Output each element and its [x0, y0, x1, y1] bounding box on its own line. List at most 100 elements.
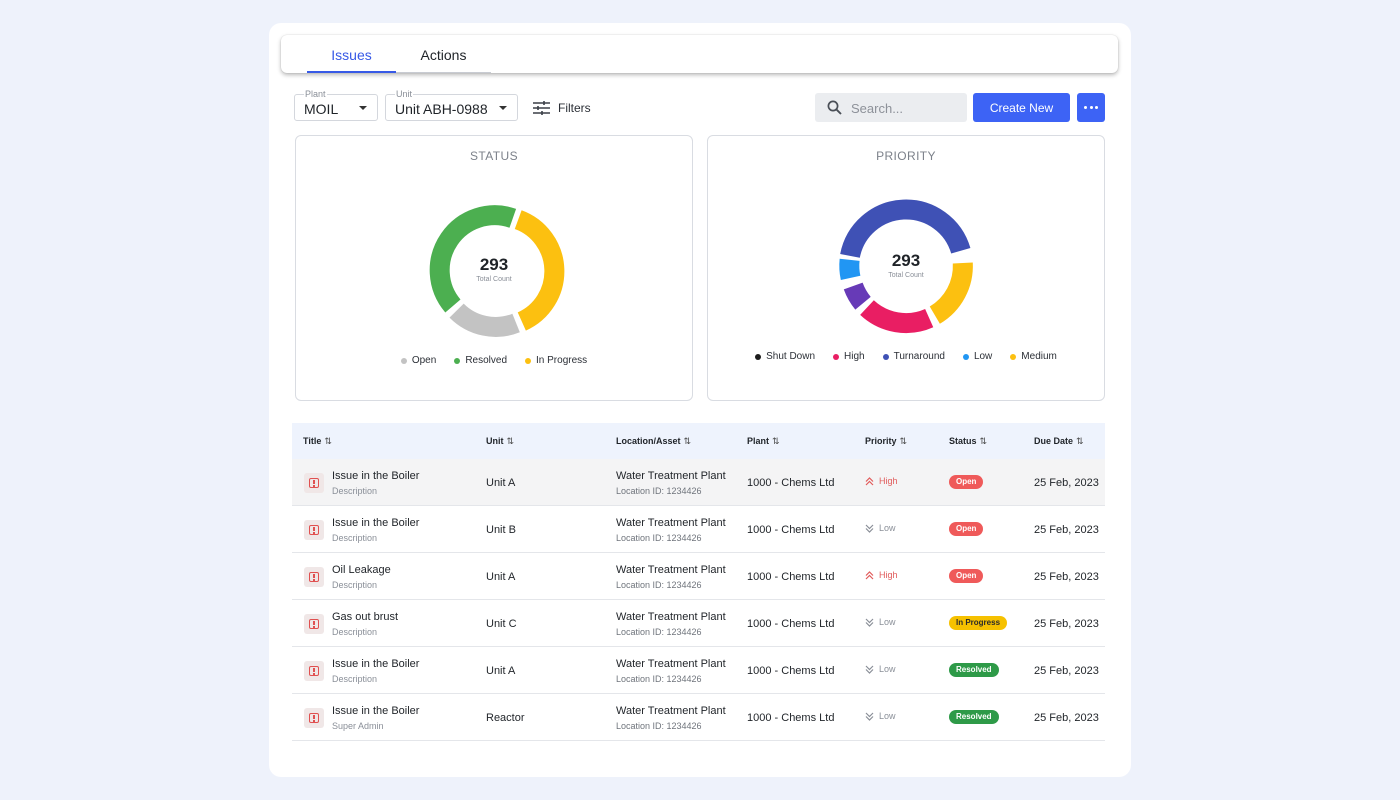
issue-due-date: 25 Feb, 2023	[1034, 618, 1099, 630]
status-legend: Open Resolved In Progress	[296, 355, 692, 366]
column-header-location[interactable]: Location/Asset ⇅	[616, 436, 691, 447]
issue-plant: 1000 - Chems Ltd	[747, 665, 835, 677]
filters-button[interactable]: Filters	[533, 98, 591, 118]
column-header-label: Status	[949, 436, 977, 446]
more-options-button[interactable]	[1077, 93, 1105, 122]
priority-total-caption: Total Count	[888, 272, 924, 279]
priority-segment-low	[839, 258, 861, 281]
priority-indicator: Low	[865, 617, 896, 627]
search-input[interactable]	[851, 99, 961, 117]
issue-plant: 1000 - Chems Ltd	[747, 524, 835, 536]
unit-select[interactable]: Unit Unit ABH-0988	[385, 89, 518, 121]
issue-description: Super Admin	[332, 721, 384, 731]
table-row[interactable]: Gas out brust Description Unit C Water T…	[292, 600, 1105, 647]
priority-segment-turnaround	[840, 199, 971, 259]
tab-issues[interactable]: Issues	[331, 47, 372, 63]
issue-location-id: Location ID: 1234426	[616, 533, 702, 543]
issue-location: Water Treatment Plant	[616, 611, 726, 623]
plant-select[interactable]: Plant MOIL	[294, 89, 378, 121]
legend-dot	[755, 353, 762, 360]
issue-location-id: Location ID: 1234426	[616, 486, 702, 496]
table-header: Title ⇅ Unit ⇅ Location/Asset ⇅ Plant ⇅ Prio…	[292, 423, 1105, 459]
create-new-button[interactable]: Create New	[973, 93, 1070, 122]
chevrons-down-icon	[865, 665, 874, 674]
legend-item-high: High	[833, 351, 865, 362]
alert-square-icon	[304, 567, 324, 587]
legend-label: Open	[411, 355, 437, 366]
table-row[interactable]: Oil Leakage Description Unit A Water Tre…	[292, 553, 1105, 600]
status-total: 293 Total Count	[454, 255, 534, 283]
issue-plant: 1000 - Chems Ltd	[747, 477, 835, 489]
column-header-label: Unit	[486, 436, 504, 446]
alert-square-icon	[304, 661, 324, 681]
priority-indicator: High	[865, 476, 898, 486]
status-segment-in-progress	[514, 210, 565, 331]
legend-item-open: Open	[400, 355, 437, 366]
priority-label: Low	[879, 711, 896, 721]
priority-label: Low	[879, 617, 896, 627]
chevrons-up-icon	[865, 570, 874, 579]
issue-unit: Unit B	[486, 524, 516, 536]
legend-label: High	[844, 351, 865, 362]
column-header-label: Plant	[747, 436, 770, 446]
legend-label: Medium	[1021, 351, 1057, 362]
plant-select-label: Plant	[304, 89, 327, 99]
column-header-label: Title	[303, 436, 322, 446]
priority-total-count: 293	[891, 251, 921, 270]
priority-label: Low	[879, 664, 896, 674]
sort-icon: ⇅	[979, 436, 988, 446]
status-total-count: 293	[479, 255, 509, 274]
plant-select-value: MOIL	[304, 101, 339, 117]
caret-down-icon	[499, 106, 507, 110]
legend-label: In Progress	[536, 355, 588, 366]
status-badge: Resolved	[949, 710, 999, 724]
chevrons-up-icon	[865, 476, 874, 485]
status-segment-open	[449, 303, 520, 337]
legend-label: Resolved	[465, 355, 508, 366]
issue-title: Issue in the Boiler	[332, 658, 420, 670]
issue-location: Water Treatment Plant	[616, 564, 726, 576]
priority-panel: PRIORITY 293 Total Count Shut Down High …	[707, 135, 1105, 401]
issue-title: Oil Leakage	[332, 564, 391, 576]
table-row[interactable]: Issue in the Boiler Super Admin Reactor …	[292, 694, 1105, 741]
column-header-priority[interactable]: Priority ⇅	[865, 436, 907, 447]
table-row[interactable]: Issue in the Boiler Description Unit B W…	[292, 506, 1105, 553]
issue-description: Description	[332, 627, 378, 637]
column-header-plant[interactable]: Plant ⇅	[747, 436, 780, 447]
legend-item-medium: Medium	[1010, 351, 1057, 362]
tab-bar: Issues Actions	[281, 35, 1118, 73]
priority-label: Low	[879, 523, 896, 533]
issue-due-date: 25 Feb, 2023	[1034, 665, 1099, 677]
legend-item-in-progress: In Progress	[525, 355, 587, 366]
column-header-due-date[interactable]: Due Date ⇅	[1034, 436, 1084, 447]
issue-description: Description	[332, 533, 378, 543]
status-panel: STATUS 293 Total Count Open Resolved In …	[295, 135, 693, 401]
status-total-caption: Total Count	[476, 276, 512, 283]
legend-dot	[962, 353, 969, 360]
column-header-unit[interactable]: Unit ⇅	[486, 436, 514, 447]
issue-unit: Unit A	[486, 477, 516, 489]
table-row[interactable]: Issue in the Boiler Description Unit A W…	[292, 647, 1105, 694]
table-row[interactable]: Issue in the Boiler Description Unit A W…	[292, 459, 1105, 506]
legend-dot	[454, 357, 461, 364]
issue-location: Water Treatment Plant	[616, 470, 726, 482]
priority-indicator: Low	[865, 523, 896, 533]
search-icon	[827, 100, 842, 115]
status-segment-resolved	[429, 205, 517, 313]
issue-title: Gas out brust	[332, 611, 399, 623]
issue-location: Water Treatment Plant	[616, 705, 726, 717]
alert-square-icon	[304, 614, 324, 634]
issue-title: Issue in the Boiler	[332, 517, 420, 529]
unit-select-label: Unit	[395, 89, 414, 99]
issue-location-id: Location ID: 1234426	[616, 580, 702, 590]
priority-total: 293 Total Count	[866, 251, 946, 279]
tab-actions[interactable]: Actions	[420, 47, 467, 63]
issue-location: Water Treatment Plant	[616, 658, 726, 670]
priority-donut-chart	[839, 199, 973, 334]
column-header-title[interactable]: Title ⇅	[303, 436, 332, 447]
issue-due-date: 25 Feb, 2023	[1034, 524, 1099, 536]
status-badge: Open	[949, 569, 984, 583]
column-header-status[interactable]: Status ⇅	[949, 436, 987, 447]
chevrons-down-icon	[865, 712, 874, 721]
status-badge: In Progress	[949, 616, 1008, 630]
